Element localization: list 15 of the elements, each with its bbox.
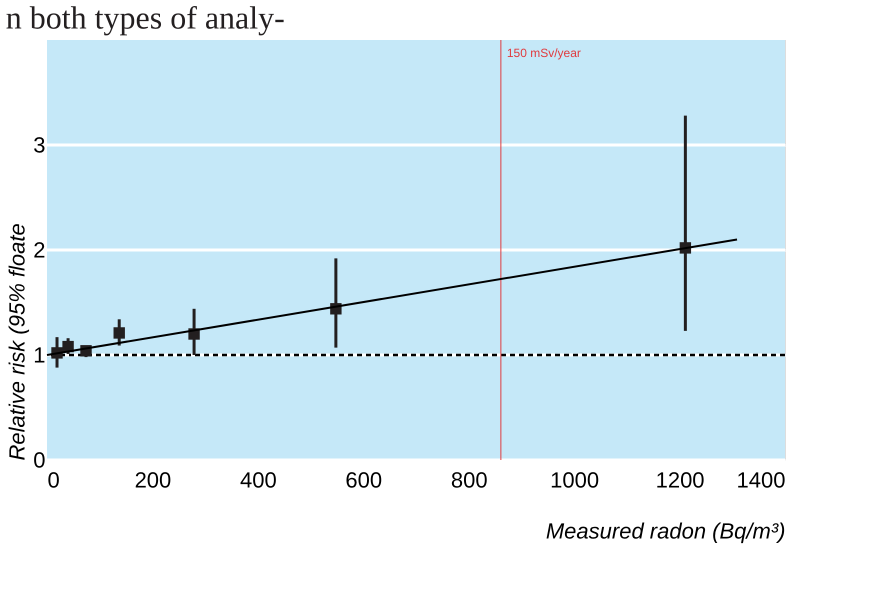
x-tick-label: 200	[134, 468, 172, 492]
x-tick-label: 400	[240, 468, 277, 492]
x-tick-label: 1200	[656, 468, 705, 492]
y-axis-title: Relative risk (95% floate	[4, 223, 30, 460]
x-tick-label: 1400	[736, 468, 786, 492]
ref-line-label: 150 mSv/year	[506, 46, 581, 60]
x-tick-label: 1000	[550, 468, 600, 492]
y-tick-label: 1	[33, 342, 46, 368]
y-tick-label: 2	[33, 238, 46, 262]
x-tick-label: 800	[450, 468, 488, 492]
x-axis-title: Measured radon (Bq/m³)	[546, 518, 786, 544]
y-tick-label: 0	[33, 448, 46, 472]
text: n both types of analy-	[6, 0, 285, 36]
x-tick-label: 600	[345, 468, 382, 492]
y-tick-label: 3	[33, 132, 46, 158]
